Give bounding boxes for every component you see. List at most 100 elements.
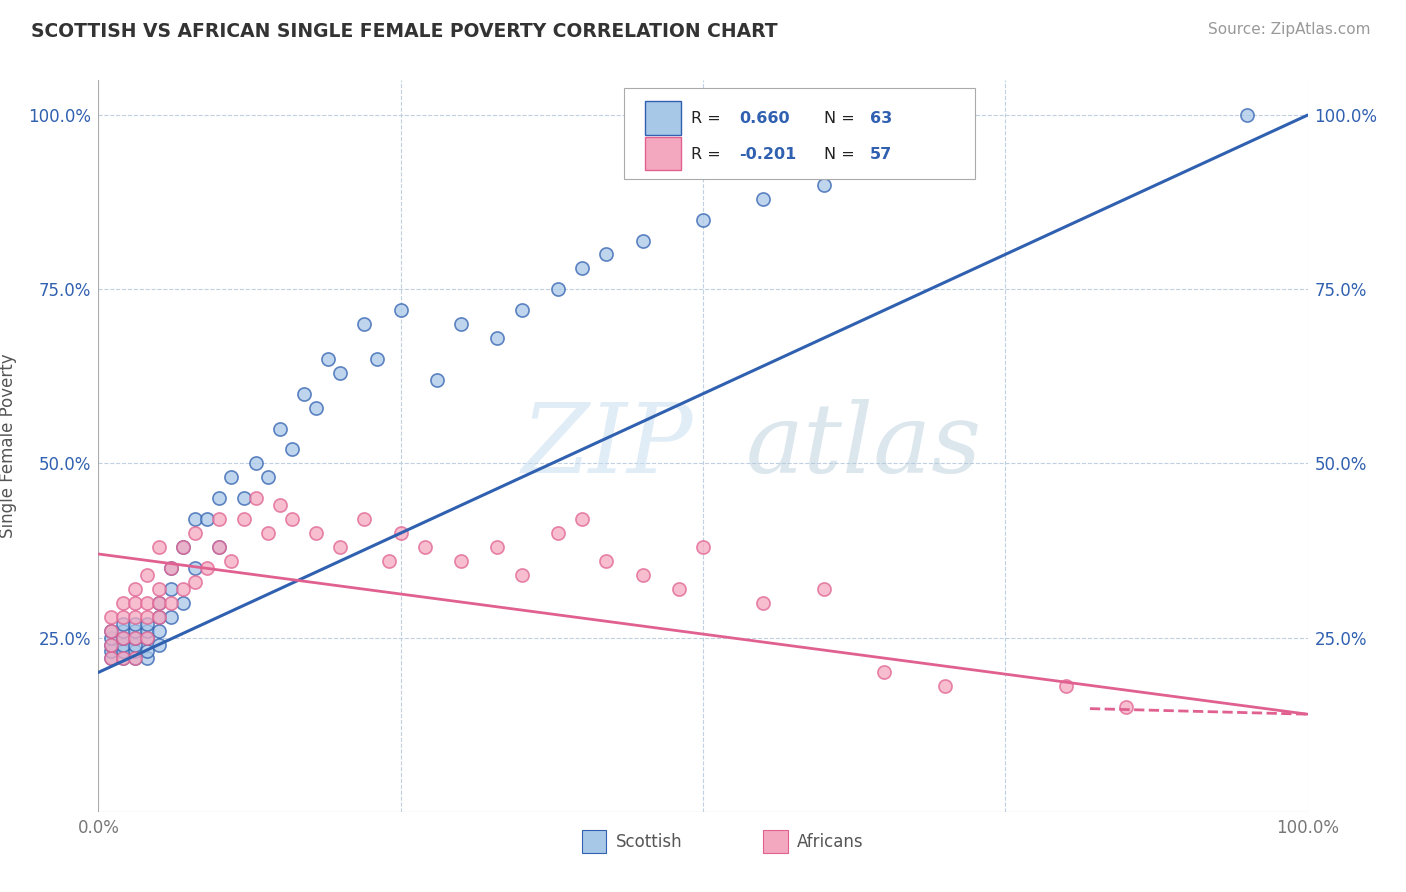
Point <box>135 631 157 645</box>
Point <box>547 282 569 296</box>
Point <box>813 582 835 596</box>
Point <box>124 596 146 610</box>
Point <box>269 421 291 435</box>
Point <box>124 616 146 631</box>
Point <box>873 665 896 680</box>
Point <box>571 261 593 276</box>
Point <box>100 638 122 652</box>
Point <box>135 609 157 624</box>
Point <box>571 512 593 526</box>
Point <box>135 644 157 658</box>
Point <box>111 609 134 624</box>
Point <box>111 638 134 652</box>
Point <box>1054 679 1077 693</box>
Bar <box>763 830 787 854</box>
Point <box>221 554 243 568</box>
Point <box>426 373 449 387</box>
Point <box>148 540 170 554</box>
Point <box>111 644 134 658</box>
Point <box>111 631 134 645</box>
Point <box>135 651 157 665</box>
Point <box>135 616 157 631</box>
Point <box>160 609 183 624</box>
Point <box>172 582 194 596</box>
Point <box>413 540 436 554</box>
Point <box>389 303 412 318</box>
Text: 63: 63 <box>870 111 893 126</box>
Point <box>160 561 183 575</box>
Point <box>256 470 278 484</box>
Point <box>184 512 207 526</box>
Point <box>269 498 291 512</box>
Point <box>172 596 194 610</box>
Point <box>221 470 243 484</box>
Point <box>195 561 218 575</box>
Point <box>934 143 956 157</box>
Point <box>547 526 569 541</box>
Point <box>100 651 122 665</box>
Point <box>148 609 170 624</box>
Point <box>172 540 194 554</box>
Text: ZIP: ZIP <box>522 399 693 493</box>
Point <box>160 596 183 610</box>
Text: N =: N = <box>824 111 860 126</box>
Point <box>668 582 690 596</box>
Point <box>316 351 339 366</box>
Point <box>631 567 654 582</box>
Point <box>208 540 231 554</box>
Point <box>366 351 388 366</box>
Text: R =: R = <box>690 147 725 162</box>
Point <box>595 554 617 568</box>
Text: SCOTTISH VS AFRICAN SINGLE FEMALE POVERTY CORRELATION CHART: SCOTTISH VS AFRICAN SINGLE FEMALE POVERT… <box>31 22 778 41</box>
Point <box>124 582 146 596</box>
Text: 57: 57 <box>870 147 893 162</box>
Point <box>232 491 254 506</box>
Point <box>873 164 896 178</box>
Point <box>1236 108 1258 122</box>
Point <box>111 596 134 610</box>
Bar <box>582 830 606 854</box>
Point <box>292 386 315 401</box>
Point <box>135 567 157 582</box>
Point <box>124 651 146 665</box>
Point <box>692 212 714 227</box>
Point <box>486 331 509 345</box>
Point <box>208 491 231 506</box>
Point <box>124 651 146 665</box>
Text: -0.201: -0.201 <box>740 147 797 162</box>
Point <box>450 317 472 331</box>
Text: N =: N = <box>824 147 860 162</box>
Point <box>1115 700 1137 714</box>
Point <box>148 596 170 610</box>
Point <box>329 540 352 554</box>
Point <box>160 582 183 596</box>
Point <box>631 234 654 248</box>
Bar <box>645 102 682 135</box>
Point <box>100 644 122 658</box>
Point <box>232 512 254 526</box>
Point <box>450 554 472 568</box>
Point <box>510 567 533 582</box>
Point <box>195 512 218 526</box>
Point <box>100 609 122 624</box>
Point <box>100 631 122 645</box>
Point <box>148 624 170 638</box>
Point <box>752 596 775 610</box>
Text: Source: ZipAtlas.com: Source: ZipAtlas.com <box>1208 22 1371 37</box>
Point <box>100 638 122 652</box>
Point <box>305 526 328 541</box>
Point <box>135 624 157 638</box>
Point <box>329 366 352 380</box>
Point <box>752 192 775 206</box>
Bar <box>645 136 682 170</box>
Point <box>486 540 509 554</box>
Point <box>124 624 146 638</box>
Point <box>934 679 956 693</box>
Point <box>100 651 122 665</box>
FancyBboxPatch shape <box>624 87 976 179</box>
Point <box>111 624 134 638</box>
Point <box>124 631 146 645</box>
Text: 0.660: 0.660 <box>740 111 790 126</box>
Point <box>256 526 278 541</box>
Point <box>208 512 231 526</box>
